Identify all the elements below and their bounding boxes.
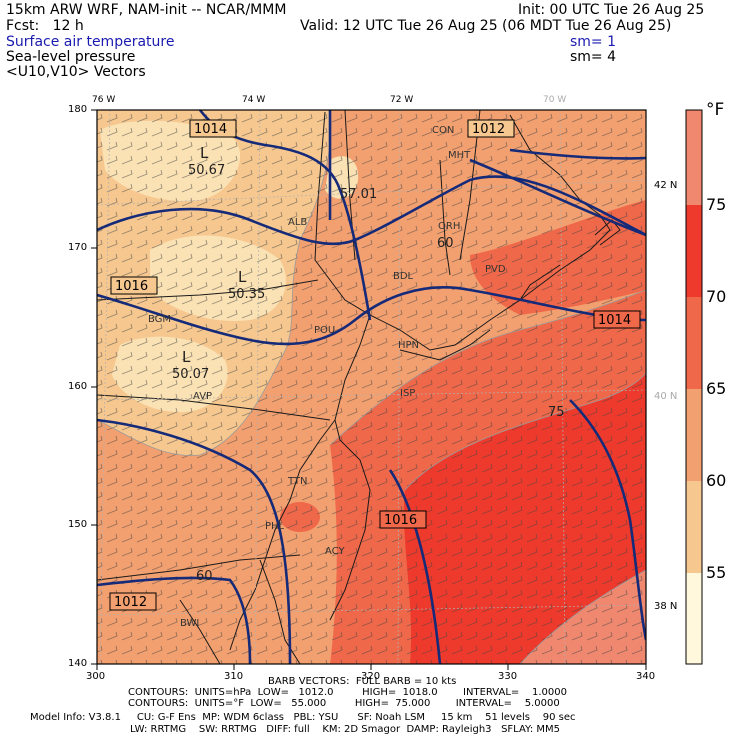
station-label: PHL [265,521,285,532]
colorbar-swatch-6 [686,573,702,664]
station-label: HPN [398,340,419,351]
smoothing-2: sm= 4 [570,49,617,65]
field-pressure: Sea-level pressure [6,49,136,65]
low-value: 50.07 [172,367,209,382]
station-label: PVD [485,264,506,275]
colorbar-label: 75 [706,195,727,214]
temperature-field [97,110,646,664]
lon-label: 76 W [92,95,116,105]
lat-label: 42 N [654,180,678,191]
colorbar-label: 65 [706,379,727,398]
station-label: BGM [148,314,171,325]
station-label: ALB [288,217,307,228]
pressure-label: 1012 [472,122,505,137]
temperature-value: 60 [437,236,454,251]
lat-label: 40 N [654,391,678,402]
pressure-label: 1012 [114,595,147,610]
lat-label: 38 N [654,601,678,612]
temperature-value: 75 [548,405,565,420]
temperature-value: 60 [196,569,213,584]
model-info: Model Info: V3.8.1 CU: G-F Ens MP: WDM 6… [30,712,576,723]
contours-temperature: CONTOURS: UNITS=°F LOW= 55.000 HIGH= 75.… [128,698,560,709]
x-tick: 320 [361,671,381,682]
model-title: 15km ARW WRF, NAM-init -- NCAR/MMM [6,2,287,18]
x-tick: 340 [636,671,656,682]
station-label: POU [314,325,335,336]
station-label: ACY [325,546,345,557]
valid-time: Valid: 12 UTC Tue 26 Aug 25 (06 MDT Tue … [300,18,672,34]
colorbar-swatch-3 [686,297,702,389]
pressure-label: 1016 [384,513,417,528]
x-tick: 310 [224,671,244,682]
x-tick: 300 [86,671,106,682]
colorbar-swatch-5 [686,481,702,573]
colorbar-swatch-2 [686,205,702,297]
low-marker: L [200,144,209,162]
low-marker: L [182,348,191,366]
low-value: 50.67 [188,163,225,178]
lon-label: 70 W [543,95,567,105]
low-value: 50.35 [228,287,265,302]
colorbar-unit: °F [706,100,725,120]
smoothing-1: sm= 1 [570,34,617,50]
station-label: ORH [438,221,460,232]
y-tick: 170 [68,242,88,253]
model-info-2: LW: RRTMG SW: RRTMG DIFF: full KM: 2D Sm… [130,724,560,735]
colorbar-label: 55 [706,563,727,582]
lon-label: 74 W [242,95,266,105]
barb-legend: BARB VECTORS: FULL BARB = 10 kts [268,676,457,687]
field-temperature: Surface air temperature [6,34,175,50]
x-tick: 330 [498,671,518,682]
colorbar-swatch-4 [686,389,702,481]
station-label: BWI [180,618,199,629]
pressure-label: 1016 [115,279,148,294]
lon-label: 72 W [390,95,414,105]
station-label: AVP [193,391,212,402]
y-tick: 150 [68,519,88,530]
y-tick: 180 [68,104,88,115]
field-vectors: <U10,V10> Vectors [6,64,146,80]
temperature-value: 57.01 [340,187,377,202]
station-label: CON [432,125,454,136]
contours-pressure: CONTOURS: UNITS=hPa LOW= 1012.0 HIGH= 10… [128,687,567,698]
low-marker: L [238,268,247,286]
y-tick: 160 [68,381,88,392]
colorbar [685,109,703,665]
init-time: Init: 00 UTC Tue 26 Aug 25 [518,2,705,18]
station-label: MHT [448,150,471,161]
pressure-label: 1014 [194,122,227,137]
station-label: TTN [287,476,308,487]
colorbar-swatch-1 [686,110,702,205]
station-label: ISP [400,388,415,399]
colorbar-label: 70 [706,287,727,306]
station-label: BDL [393,271,414,282]
forecast-hour: Fcst: 12 h [6,18,84,34]
pressure-label: 1014 [598,313,631,328]
colorbar-label: 60 [706,471,727,490]
y-tick: 140 [68,658,88,669]
